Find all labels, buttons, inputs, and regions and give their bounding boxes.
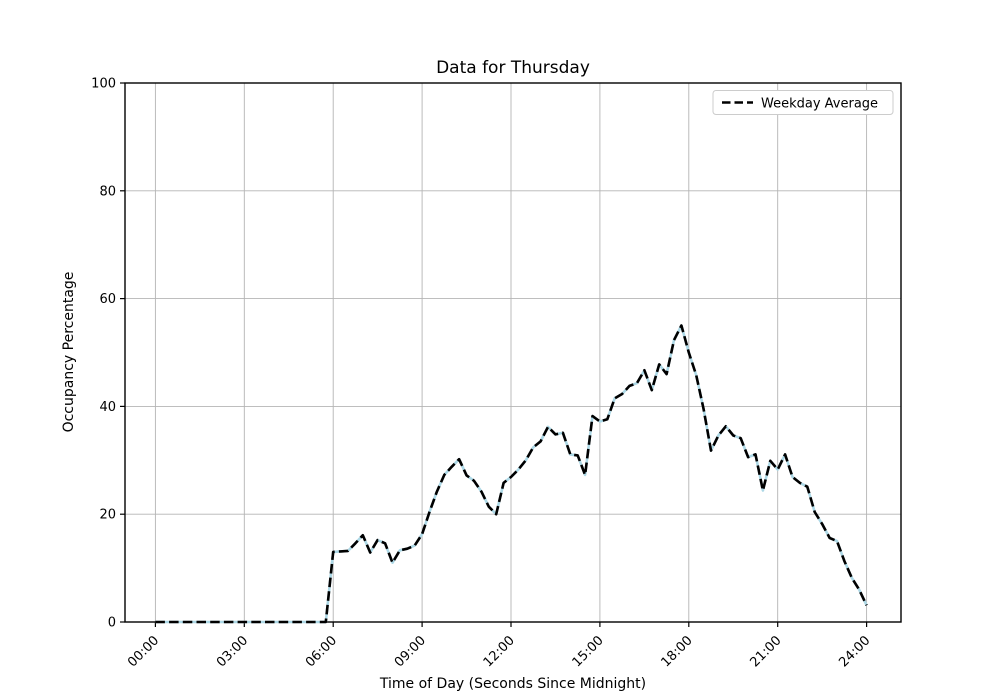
x-axis-label: Time of Day (Seconds Since Midnight) xyxy=(379,676,646,692)
grid-lines xyxy=(125,82,901,623)
y-axis-label: Occupancy Percentage xyxy=(61,272,77,433)
plot-border xyxy=(124,82,902,623)
x-tick-label: 09:00 xyxy=(392,633,429,670)
y-tick-label: 40 xyxy=(99,400,116,415)
x-tick-label: 15:00 xyxy=(570,633,607,670)
x-tick-label: 00:00 xyxy=(125,633,162,670)
x-tick-label: 21:00 xyxy=(747,633,784,670)
x-tick-label: 06:00 xyxy=(303,633,340,670)
chart-title: Data for Thursday xyxy=(436,58,590,78)
x-tick-label: 03:00 xyxy=(214,633,251,670)
y-tick-label: 0 xyxy=(108,616,116,631)
y-tick-label: 60 xyxy=(99,292,116,307)
legend: Weekday Average xyxy=(712,90,894,115)
x-tick-label: 12:00 xyxy=(481,633,518,670)
legend-box xyxy=(712,90,894,115)
tick-labels: 00:00 03:00 06:00 09:00 12:00 15:00 18:00 21:00… xyxy=(91,77,873,671)
data-series xyxy=(155,324,868,624)
x-tick-label: 24:00 xyxy=(836,633,873,670)
y-tick-label: 20 xyxy=(99,508,116,523)
legend-label: Weekday Average xyxy=(761,97,878,112)
axis-ticks xyxy=(120,82,868,627)
y-tick-label: 100 xyxy=(91,77,116,92)
y-tick-label: 80 xyxy=(99,184,116,199)
weekday-average-line xyxy=(155,324,868,624)
x-tick-label: 18:00 xyxy=(659,633,696,670)
